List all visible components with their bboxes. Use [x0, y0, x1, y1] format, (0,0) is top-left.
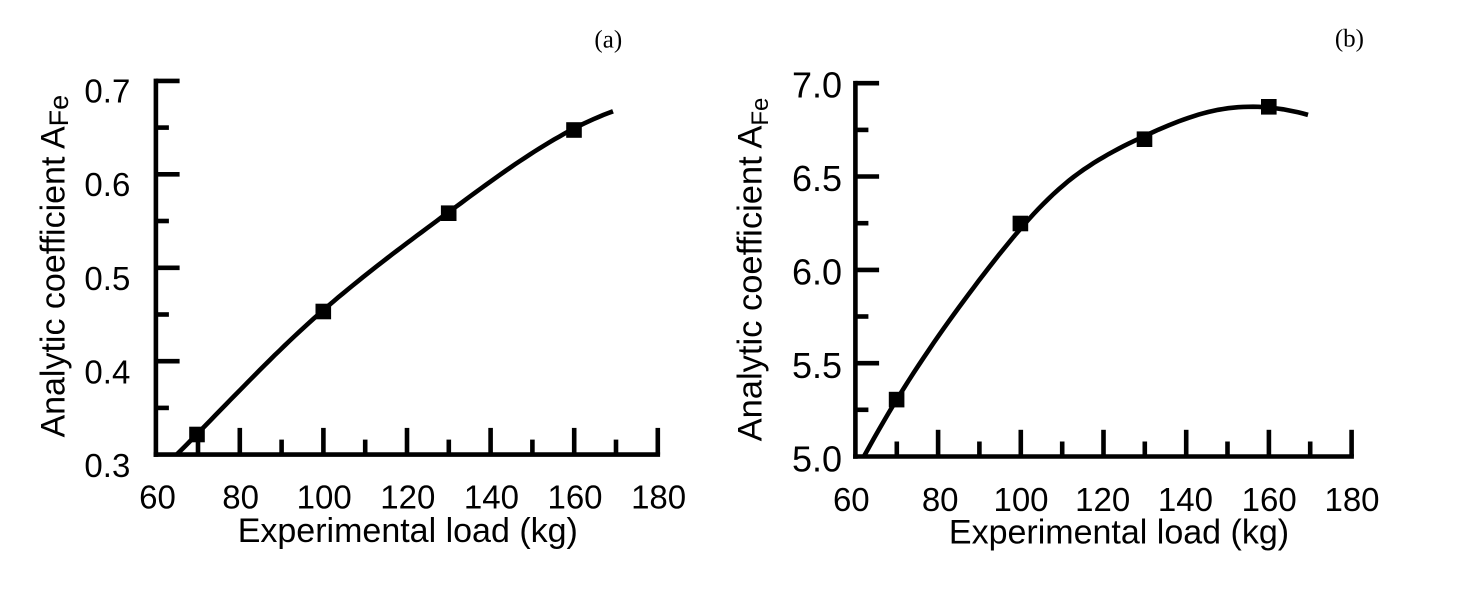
- svg-text:80: 80: [922, 481, 959, 518]
- svg-text:180: 180: [1324, 481, 1379, 518]
- svg-text:160: 160: [1242, 481, 1297, 518]
- svg-text:Analytic coefficient AFe: Analytic coefficient AFe: [731, 98, 774, 442]
- svg-text:6.5: 6.5: [792, 158, 842, 199]
- svg-text:0.5: 0.5: [84, 260, 130, 297]
- svg-text:5.0: 5.0: [792, 438, 842, 479]
- svg-text:0.3: 0.3: [84, 447, 130, 484]
- svg-text:100: 100: [993, 481, 1048, 518]
- svg-text:120: 120: [380, 479, 435, 516]
- svg-text:Experimental load (kg): Experimental load (kg): [949, 514, 1289, 552]
- svg-text:(a): (a): [594, 27, 622, 54]
- svg-text:(b): (b): [1335, 26, 1364, 53]
- svg-text:160: 160: [547, 479, 602, 516]
- svg-text:140: 140: [464, 479, 519, 516]
- svg-text:7.0: 7.0: [792, 65, 842, 106]
- svg-text:80: 80: [222, 479, 259, 516]
- svg-text:Analytic coefficient AFe: Analytic coefficient AFe: [35, 95, 75, 438]
- svg-text:5.5: 5.5: [792, 345, 842, 386]
- svg-text:140: 140: [1158, 481, 1213, 518]
- svg-text:60: 60: [139, 479, 176, 516]
- svg-text:0.6: 0.6: [84, 166, 130, 203]
- svg-text:120: 120: [1075, 481, 1130, 518]
- svg-text:180: 180: [631, 479, 686, 516]
- svg-text:0.4: 0.4: [84, 353, 130, 390]
- svg-text:60: 60: [833, 481, 870, 518]
- svg-text:100: 100: [297, 479, 352, 516]
- svg-text:6.0: 6.0: [792, 252, 842, 293]
- svg-text:0.7: 0.7: [84, 73, 130, 110]
- svg-text:Experimental load (kg): Experimental load (kg): [238, 512, 578, 550]
